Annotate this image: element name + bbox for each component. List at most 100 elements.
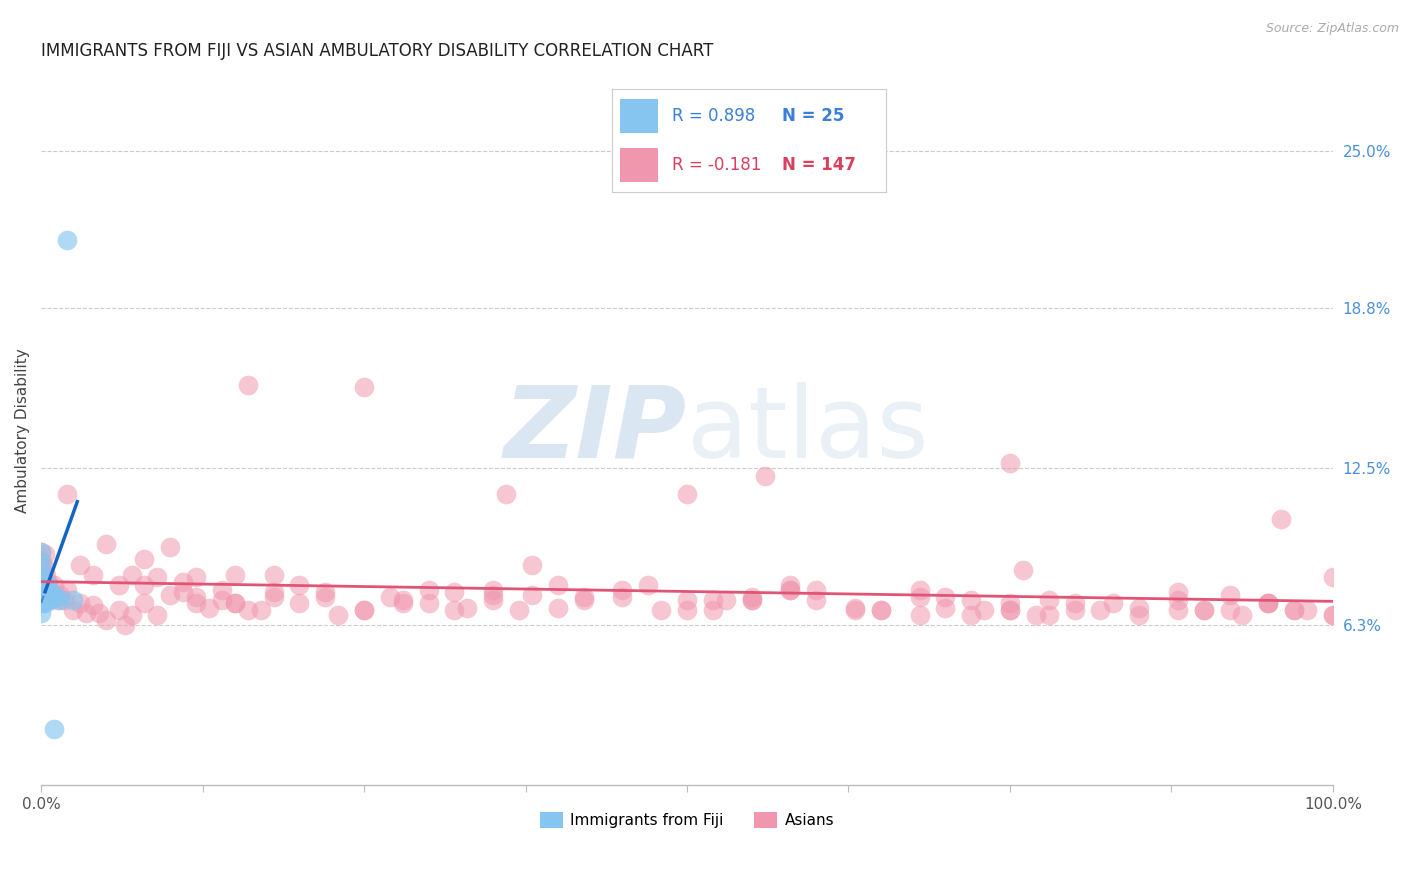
Point	[443, 585, 465, 599]
Point	[1025, 608, 1047, 623]
Point	[508, 603, 530, 617]
Point	[1128, 600, 1150, 615]
Point	[612, 582, 634, 597]
Point	[41, 585, 63, 599]
Point	[779, 582, 801, 597]
Text: R = -0.181: R = -0.181	[672, 155, 761, 174]
Point	[844, 600, 866, 615]
Point	[869, 603, 891, 617]
Point	[998, 596, 1021, 610]
Point	[520, 558, 543, 572]
Point	[31, 555, 53, 569]
Point	[908, 591, 931, 605]
Point	[42, 591, 65, 605]
Point	[1167, 603, 1189, 617]
Point	[42, 578, 65, 592]
Point	[998, 603, 1021, 617]
Point	[107, 578, 129, 592]
Point	[741, 593, 763, 607]
Point	[134, 552, 156, 566]
Point	[418, 596, 440, 610]
Point	[391, 596, 413, 610]
Point	[844, 603, 866, 617]
Point	[39, 593, 62, 607]
Point	[32, 591, 55, 605]
Point	[482, 588, 505, 602]
Point	[56, 486, 79, 500]
Point	[82, 567, 104, 582]
Point	[702, 603, 724, 617]
Point	[31, 596, 53, 610]
Point	[30, 588, 52, 602]
Point	[198, 600, 221, 615]
Point	[547, 578, 569, 592]
Text: IMMIGRANTS FROM FIJI VS ASIAN AMBULATORY DISABILITY CORRELATION CHART: IMMIGRANTS FROM FIJI VS ASIAN AMBULATORY…	[41, 42, 713, 60]
Point	[236, 603, 259, 617]
Point	[107, 603, 129, 617]
Point	[1167, 593, 1189, 607]
Point	[1038, 608, 1060, 623]
Point	[908, 582, 931, 597]
Point	[32, 575, 55, 590]
Point	[1038, 593, 1060, 607]
Point	[30, 593, 52, 607]
Text: R = 0.898: R = 0.898	[672, 107, 755, 126]
FancyBboxPatch shape	[620, 148, 658, 181]
Point	[94, 613, 117, 627]
Point	[741, 591, 763, 605]
Point	[35, 567, 58, 582]
Point	[998, 456, 1021, 470]
Point	[49, 588, 72, 602]
Point	[211, 593, 233, 607]
Point	[353, 603, 375, 617]
Point	[1090, 603, 1112, 617]
Point	[676, 486, 699, 500]
Point	[547, 600, 569, 615]
Point	[443, 603, 465, 617]
Point	[1282, 603, 1305, 617]
Point	[35, 593, 58, 607]
Point	[806, 593, 828, 607]
Point	[1322, 570, 1344, 584]
Point	[37, 575, 59, 590]
Point	[172, 575, 194, 590]
Point	[134, 596, 156, 610]
Point	[42, 723, 65, 737]
Point	[49, 593, 72, 607]
Point	[34, 585, 56, 599]
Point	[184, 570, 207, 584]
Point	[960, 608, 983, 623]
Point	[53, 593, 76, 607]
Text: N = 147: N = 147	[782, 155, 856, 174]
Point	[46, 593, 69, 607]
Point	[69, 596, 91, 610]
Point	[146, 608, 169, 623]
Point	[314, 591, 336, 605]
Point	[121, 567, 143, 582]
Point	[934, 591, 956, 605]
Point	[353, 380, 375, 394]
Point	[495, 486, 517, 500]
Point	[1063, 603, 1085, 617]
Point	[1257, 596, 1279, 610]
Point	[1322, 608, 1344, 623]
Point	[973, 603, 995, 617]
Point	[960, 593, 983, 607]
Point	[39, 582, 62, 597]
Point	[75, 606, 97, 620]
Point	[998, 603, 1021, 617]
Point	[314, 585, 336, 599]
Point	[676, 593, 699, 607]
Point	[30, 578, 52, 592]
FancyBboxPatch shape	[620, 99, 658, 133]
Point	[121, 608, 143, 623]
Point	[1282, 603, 1305, 617]
Point	[114, 618, 136, 632]
Point	[391, 593, 413, 607]
Point	[30, 560, 52, 574]
Point	[702, 593, 724, 607]
Point	[418, 582, 440, 597]
Point	[1192, 603, 1215, 617]
Point	[908, 608, 931, 623]
Point	[224, 596, 246, 610]
